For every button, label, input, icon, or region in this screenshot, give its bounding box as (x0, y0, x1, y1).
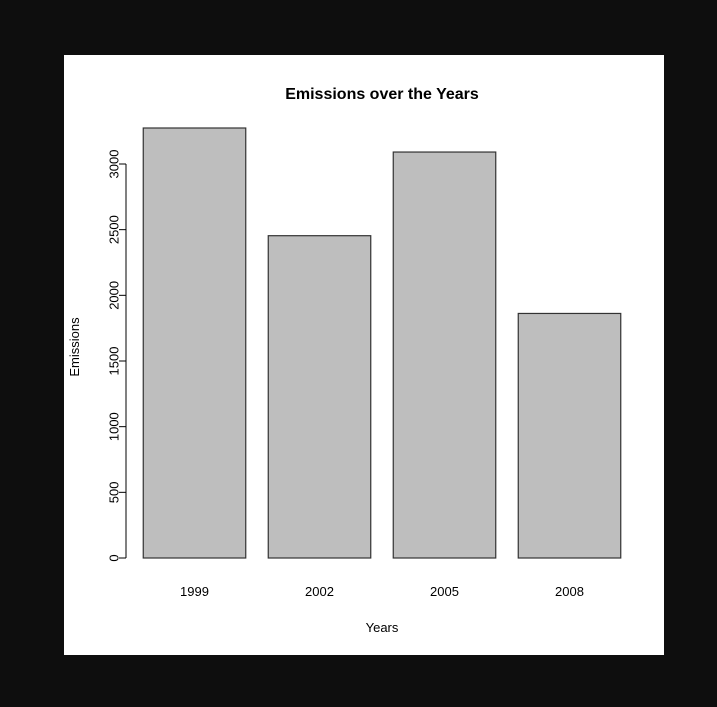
x-tick-label: 2008 (555, 584, 584, 599)
y-tick-label: 1000 (107, 412, 122, 441)
bars (142, 127, 622, 559)
y-tick-label: 3000 (107, 150, 122, 179)
bar-2005 (392, 151, 497, 559)
x-tick-label: 2002 (305, 584, 334, 599)
y-tick-label: 1500 (107, 347, 122, 376)
y-tick-label: 2000 (107, 281, 122, 310)
bar-2008 (517, 312, 622, 559)
x-axis-tick-labels: 1999 2002 2005 2008 (180, 584, 584, 599)
y-tick-label: 0 (107, 554, 122, 561)
x-tick-label: 2005 (430, 584, 459, 599)
y-tick-label: 500 (107, 481, 122, 503)
x-tick-label: 1999 (180, 584, 209, 599)
y-tick-label: 2500 (107, 215, 122, 244)
chart-title: Emissions over the Years (285, 86, 479, 103)
plot-panel: Emissions over the Years 0 500 1000 1500 200… (64, 55, 664, 655)
bar-chart: Emissions over the Years 0 500 1000 1500 200… (64, 55, 664, 655)
bar-1999 (142, 127, 247, 559)
y-axis: 0 500 1000 1500 2000 2500 3000 (107, 150, 127, 562)
y-axis-label: Emissions (67, 317, 82, 377)
bar-2002 (267, 235, 372, 559)
x-axis-label: Years (366, 620, 399, 635)
